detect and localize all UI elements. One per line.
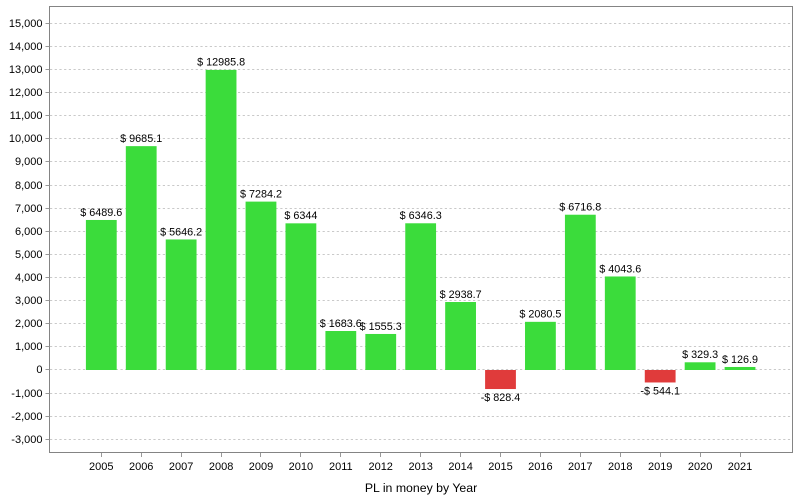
svg-text:$ 329.3: $ 329.3 xyxy=(682,349,718,361)
svg-text:$ 4043.6: $ 4043.6 xyxy=(599,263,641,275)
svg-text:2008: 2008 xyxy=(209,461,233,473)
svg-text:2009: 2009 xyxy=(249,461,273,473)
svg-text:$ 2080.5: $ 2080.5 xyxy=(519,309,561,321)
svg-text:$ 9685.1: $ 9685.1 xyxy=(120,133,162,145)
svg-text:4,000: 4,000 xyxy=(15,272,43,284)
svg-text:8,000: 8,000 xyxy=(15,180,43,192)
svg-text:2013: 2013 xyxy=(408,461,432,473)
svg-text:2014: 2014 xyxy=(448,461,472,473)
svg-text:$ 126.9: $ 126.9 xyxy=(722,354,758,366)
svg-text:-$ 544.1: -$ 544.1 xyxy=(640,386,680,398)
svg-text:2012: 2012 xyxy=(368,461,392,473)
svg-text:2021: 2021 xyxy=(728,461,752,473)
svg-text:2,000: 2,000 xyxy=(15,318,43,330)
svg-text:2016: 2016 xyxy=(528,461,552,473)
svg-text:$ 6489.6: $ 6489.6 xyxy=(80,207,122,219)
svg-text:2018: 2018 xyxy=(608,461,632,473)
svg-text:15,000: 15,000 xyxy=(9,18,43,30)
svg-text:11,000: 11,000 xyxy=(10,110,43,122)
svg-text:$ 6716.8: $ 6716.8 xyxy=(559,202,601,214)
svg-text:$ 6344: $ 6344 xyxy=(284,210,317,222)
svg-text:2010: 2010 xyxy=(289,461,313,473)
svg-text:-1,000: -1,000 xyxy=(11,388,42,400)
svg-text:-$ 828.4: -$ 828.4 xyxy=(481,392,521,404)
svg-text:12,000: 12,000 xyxy=(9,87,43,99)
svg-text:-2,000: -2,000 xyxy=(11,411,42,423)
svg-text:2011: 2011 xyxy=(329,461,353,473)
svg-text:PL in money by Year: PL in money by Year xyxy=(365,481,477,495)
svg-text:10,000: 10,000 xyxy=(9,133,43,145)
svg-text:$ 2938.7: $ 2938.7 xyxy=(440,289,482,301)
svg-text:0: 0 xyxy=(36,364,42,376)
svg-text:2015: 2015 xyxy=(488,461,512,473)
svg-text:9,000: 9,000 xyxy=(15,156,43,168)
svg-text:3,000: 3,000 xyxy=(15,295,43,307)
svg-text:7,000: 7,000 xyxy=(15,203,43,215)
svg-text:-3,000: -3,000 xyxy=(11,434,42,446)
svg-text:1,000: 1,000 xyxy=(15,341,43,353)
svg-text:$ 7284.2: $ 7284.2 xyxy=(240,188,282,200)
svg-text:$ 1683.6: $ 1683.6 xyxy=(320,318,362,330)
svg-text:$ 12985.8: $ 12985.8 xyxy=(197,57,245,69)
svg-text:2006: 2006 xyxy=(129,461,153,473)
svg-text:$ 6346.3: $ 6346.3 xyxy=(400,210,442,222)
svg-text:14,000: 14,000 xyxy=(9,41,43,53)
svg-text:2017: 2017 xyxy=(568,461,592,473)
svg-text:$ 1555.3: $ 1555.3 xyxy=(360,321,402,333)
svg-text:$ 5646.2: $ 5646.2 xyxy=(160,226,202,238)
svg-text:2019: 2019 xyxy=(648,461,672,473)
svg-text:2005: 2005 xyxy=(89,461,113,473)
svg-text:2007: 2007 xyxy=(169,461,193,473)
svg-text:13,000: 13,000 xyxy=(9,64,43,76)
svg-text:5,000: 5,000 xyxy=(15,249,43,261)
svg-text:6,000: 6,000 xyxy=(15,226,43,238)
svg-text:2020: 2020 xyxy=(688,461,712,473)
